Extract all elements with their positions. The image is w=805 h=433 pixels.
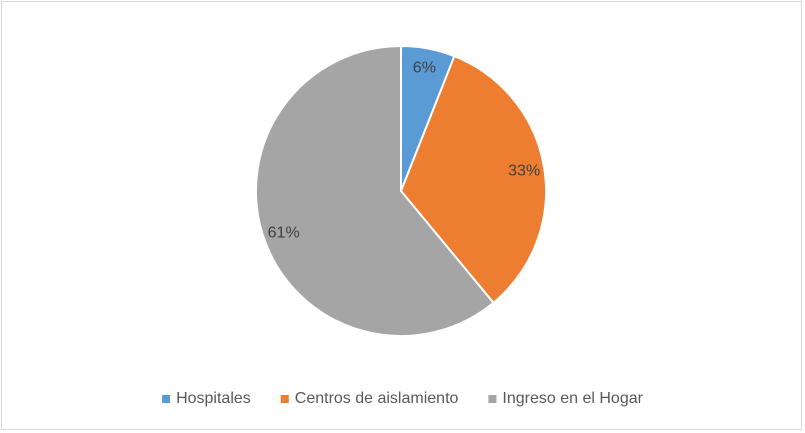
legend-label: Ingreso en el Hogar: [502, 390, 643, 407]
legend-label: Hospitales: [176, 390, 251, 407]
legend-swatch: [162, 395, 171, 403]
pie-slice: [399, 54, 547, 305]
legend-swatch: [488, 395, 497, 403]
legend-swatch: [280, 395, 289, 403]
data-label: 33%: [508, 163, 540, 180]
legend-item: Centros de aislamiento: [280, 390, 459, 407]
data-label: 6%: [413, 60, 436, 77]
pie-slice: [255, 44, 495, 337]
data-label: 61%: [268, 224, 300, 241]
legend-item: Ingreso en el Hogar: [488, 390, 644, 407]
legend-item: Hospitales: [162, 390, 251, 407]
legend-label: Centros de aislamiento: [295, 390, 459, 407]
